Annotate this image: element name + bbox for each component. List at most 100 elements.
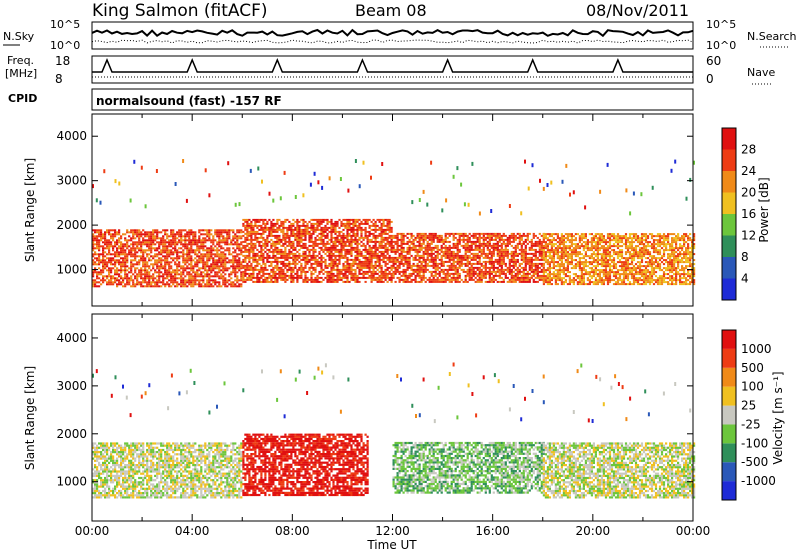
- echo-cell: [552, 239, 555, 242]
- echo-cell: [104, 231, 107, 234]
- echo-cell: [136, 241, 139, 244]
- echo-cell: [262, 274, 265, 277]
- echo-cell: [236, 231, 239, 234]
- echo-cell: [130, 237, 133, 240]
- echo-cell: [404, 256, 407, 259]
- echo-cell: [426, 250, 429, 253]
- echo-cell: [440, 278, 443, 281]
- echo-cell: [388, 242, 391, 245]
- echo-cell: [164, 243, 167, 246]
- echo-cell: [248, 234, 251, 237]
- echo-cell: [490, 209, 493, 213]
- echo-cell: [536, 280, 539, 283]
- echo-cell: [150, 285, 153, 288]
- echo-cell: [348, 242, 351, 245]
- echo-cell: [416, 258, 419, 261]
- echo-cell: [376, 278, 379, 281]
- echo-cell: [94, 253, 97, 256]
- echo-cell: [208, 255, 211, 258]
- echo-cell: [424, 276, 427, 279]
- echo-cell: [314, 222, 317, 225]
- echo-cell: [294, 234, 297, 237]
- echo-cell: [564, 279, 567, 282]
- echo-cell: [560, 279, 563, 282]
- echo-cell: [118, 261, 121, 264]
- echo-cell: [368, 238, 371, 241]
- echo-cell: [324, 258, 327, 261]
- echo-cell: [194, 239, 197, 242]
- echo-cell: [112, 267, 115, 270]
- echo-cell: [502, 272, 505, 275]
- echo-cell: [216, 273, 219, 276]
- echo-cell: [342, 272, 345, 275]
- echo-cell: [424, 280, 427, 283]
- echo-cell: [384, 264, 387, 267]
- echo-cell: [402, 278, 405, 281]
- echo-cell: [560, 271, 563, 274]
- echo-cell: [154, 253, 157, 256]
- echo-cell: [280, 220, 283, 223]
- echo-cell: [500, 272, 503, 275]
- echo-cell: [326, 234, 329, 237]
- echo-cell: [272, 266, 275, 269]
- echo-cell: [422, 242, 425, 245]
- echo-cell: [552, 271, 555, 274]
- echo-cell: [320, 246, 323, 249]
- echo-cell: [438, 240, 441, 243]
- echo-cell: [526, 270, 529, 273]
- echo-cell: [240, 247, 243, 250]
- echo-cell: [298, 240, 301, 243]
- echo-cell: [220, 265, 223, 268]
- echo-cell: [484, 244, 487, 247]
- echo-cell: [506, 270, 509, 273]
- echo-cell: [92, 241, 95, 244]
- echo-cell: [316, 222, 319, 225]
- echo-cell: [382, 238, 385, 241]
- echo-cell: [176, 251, 179, 254]
- echo-cell: [422, 274, 425, 277]
- echo-cell: [262, 244, 265, 247]
- echo-cell: [522, 252, 525, 255]
- echo-cell: [290, 278, 293, 281]
- echo-cell: [522, 242, 525, 245]
- echo-cell: [174, 269, 177, 272]
- echo-cell: [384, 246, 387, 249]
- echo-cell: [302, 222, 305, 225]
- echo-cell: [408, 232, 411, 235]
- echo-cell: [252, 246, 255, 249]
- echo-cell: [276, 220, 279, 223]
- echo-cell: [538, 270, 541, 273]
- echo-cell: [450, 252, 453, 255]
- echo-cell: [358, 184, 361, 189]
- echo-cell: [244, 224, 247, 227]
- echo-cell: [284, 232, 287, 235]
- echo-cell: [442, 254, 445, 257]
- echo-cell: [408, 274, 411, 277]
- echo-cell: [356, 228, 359, 231]
- echo-cell: [364, 276, 367, 279]
- echo-cell: [246, 228, 249, 231]
- echo-cell: [174, 249, 177, 252]
- echo-cell: [136, 233, 139, 236]
- echo-cell: [280, 228, 283, 231]
- echo-cell: [372, 278, 375, 281]
- echo-cell: [347, 188, 350, 193]
- echo-cell: [360, 228, 363, 231]
- echo-cell: [218, 239, 221, 242]
- echo-cell: [458, 232, 461, 235]
- echo-cell: [140, 165, 143, 170]
- echo-cell: [198, 231, 201, 234]
- echo-cell: [300, 270, 303, 273]
- echo-cell: [520, 242, 523, 245]
- echo-cell: [434, 254, 437, 257]
- echo-cell: [124, 263, 127, 266]
- echo-cell: [108, 239, 111, 242]
- echo-cell: [468, 260, 471, 263]
- echo-cell: [346, 260, 349, 263]
- echo-cell: [450, 276, 453, 279]
- echo-cell: [494, 232, 497, 235]
- echo-cell: [362, 222, 365, 225]
- echo-cell: [226, 233, 229, 236]
- echo-cell: [404, 234, 407, 237]
- echo-cell: [274, 230, 277, 233]
